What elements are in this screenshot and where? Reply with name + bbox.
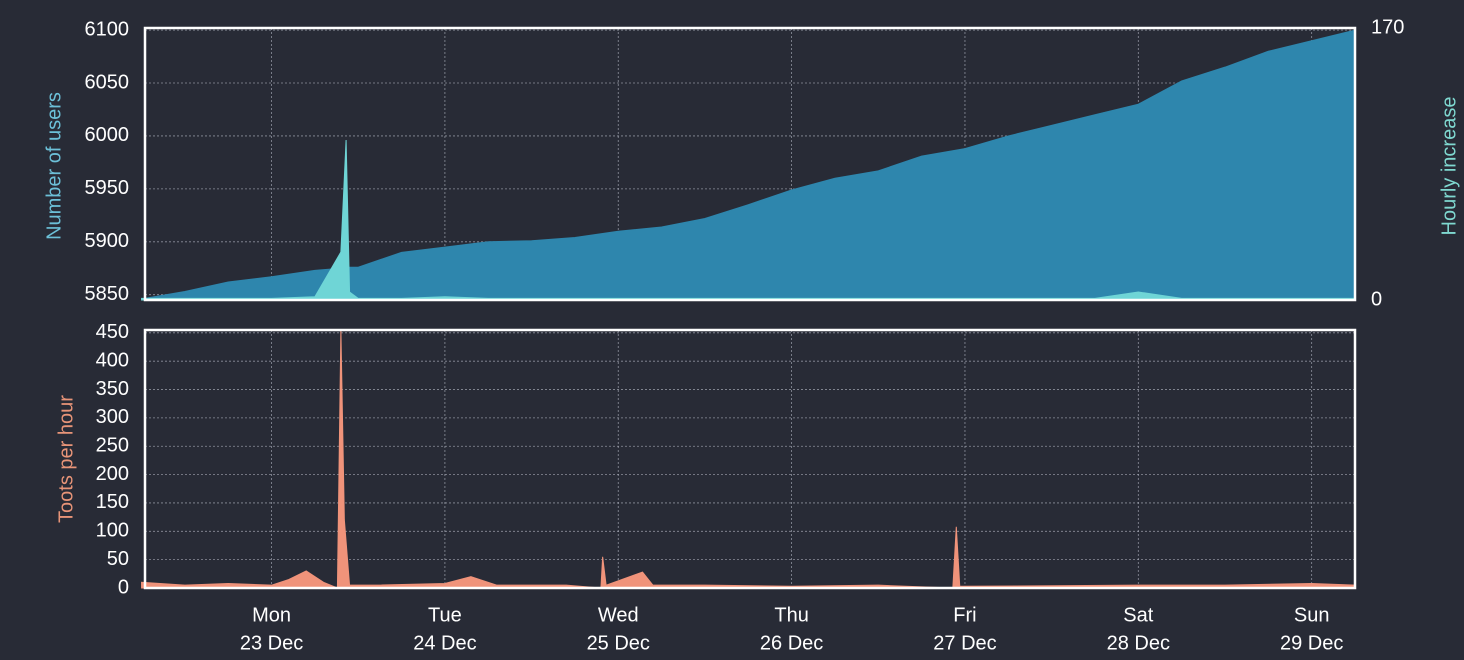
plot-frame bbox=[143, 26, 1357, 302]
y-tick-label: 200 bbox=[96, 463, 129, 485]
x-tick-weekday: Tue bbox=[428, 604, 462, 626]
x-tick-weekday: Mon bbox=[252, 604, 291, 626]
y-tick-label: 5850 bbox=[85, 283, 130, 305]
x-tick-label: 29 Dec bbox=[1280, 632, 1343, 654]
y-tick-label: 100 bbox=[96, 520, 129, 542]
x-tick-label: 25 Dec bbox=[587, 632, 650, 654]
plot-frame bbox=[143, 328, 1357, 590]
x-tick-label: 28 Dec bbox=[1107, 632, 1170, 654]
y-tick-label: 0 bbox=[118, 576, 129, 598]
y-tick-label: 50 bbox=[107, 548, 129, 570]
x-tick-label: 24 Dec bbox=[413, 632, 476, 654]
y-tick-label: 400 bbox=[96, 349, 129, 371]
y-tick-label: 5900 bbox=[85, 230, 130, 252]
x-tick-label: 27 Dec bbox=[933, 632, 996, 654]
y-tick-label: 350 bbox=[96, 378, 129, 400]
x-tick-label: 23 Dec bbox=[240, 632, 303, 654]
x-tick-weekday: Thu bbox=[774, 604, 808, 626]
y-tick-label: 300 bbox=[96, 406, 129, 428]
y-tick-label: 6050 bbox=[85, 71, 130, 93]
x-tick-weekday: Sun bbox=[1294, 604, 1330, 626]
x-tick-weekday: Wed bbox=[598, 604, 639, 626]
y2-axis-label: Hourly increase bbox=[1438, 97, 1460, 236]
x-tick-weekday: Sat bbox=[1123, 604, 1153, 626]
y-tick-label: 450 bbox=[96, 321, 129, 343]
x-tick-label: 26 Dec bbox=[760, 632, 823, 654]
area bbox=[141, 29, 1356, 301]
y-axis-label: Number of users bbox=[43, 92, 65, 240]
area bbox=[141, 139, 1356, 301]
y-tick-label: 150 bbox=[96, 491, 129, 513]
x-tick-weekday: Fri bbox=[953, 604, 976, 626]
y-tick-label: 250 bbox=[96, 435, 129, 457]
y-tick-label: 6000 bbox=[85, 124, 130, 146]
y-axis-label: Toots per hour bbox=[55, 395, 77, 523]
y2-tick-label: 170 bbox=[1371, 16, 1404, 38]
y2-tick-label: 0 bbox=[1371, 288, 1382, 310]
area bbox=[141, 329, 1356, 589]
y-tick-label: 6100 bbox=[85, 18, 130, 40]
y-tick-label: 5950 bbox=[85, 177, 130, 199]
